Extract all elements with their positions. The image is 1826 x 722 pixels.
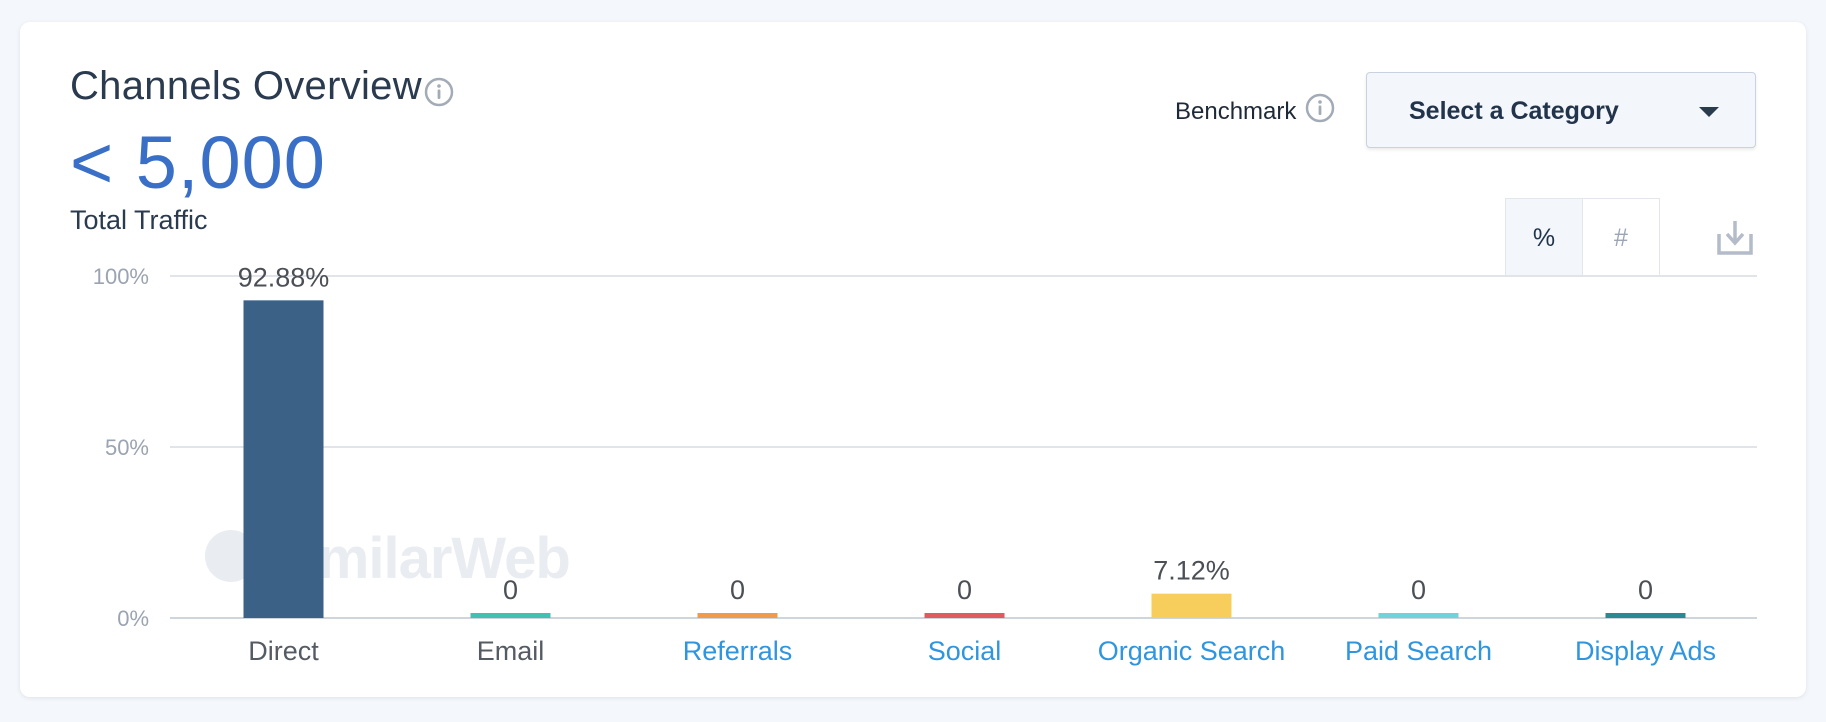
y-tick-label: 100% <box>93 264 149 289</box>
total-traffic-label: Total Traffic <box>70 205 208 235</box>
bar-value-label: 0 <box>1638 575 1653 605</box>
bar <box>470 613 551 618</box>
bar-value-label: 0 <box>957 575 972 605</box>
bar-value-label: 0 <box>503 575 518 605</box>
bar <box>1378 613 1459 618</box>
x-category-label: Email <box>477 636 545 666</box>
y-tick-label: 0% <box>117 606 149 631</box>
bar-value-label: 92.88% <box>238 262 330 292</box>
info-icon[interactable] <box>424 77 454 107</box>
benchmark-label: Benchmark <box>1175 98 1297 125</box>
total-traffic-value: < 5,000 <box>70 121 326 204</box>
percent-toggle-button[interactable]: % <box>1505 198 1583 277</box>
bar-value-label: 0 <box>730 575 745 605</box>
bar <box>1605 613 1686 618</box>
x-category-label[interactable]: Organic Search <box>1098 636 1286 666</box>
bar <box>1151 593 1232 618</box>
bar <box>697 613 778 618</box>
bar-value-label: 7.12% <box>1153 556 1230 586</box>
page-title: Channels Overview <box>70 64 422 108</box>
bar <box>243 300 324 618</box>
bar-value-label: 0 <box>1411 575 1426 605</box>
y-tick-label: 50% <box>105 435 149 460</box>
category-select-label: Select a Category <box>1409 97 1619 125</box>
category-select[interactable]: Select a Category <box>1366 72 1756 148</box>
download-icon[interactable] <box>1716 218 1754 261</box>
number-toggle-button[interactable]: # <box>1582 198 1660 277</box>
benchmark-info-icon[interactable] <box>1305 93 1335 123</box>
caret-down-icon <box>1699 107 1719 117</box>
x-category-label[interactable]: Paid Search <box>1345 636 1492 666</box>
x-category-label[interactable]: Display Ads <box>1575 636 1716 666</box>
bar <box>924 613 1005 618</box>
x-category-label[interactable]: Social <box>928 636 1002 666</box>
x-category-label: Direct <box>248 636 319 666</box>
x-category-label[interactable]: Referrals <box>683 636 793 666</box>
